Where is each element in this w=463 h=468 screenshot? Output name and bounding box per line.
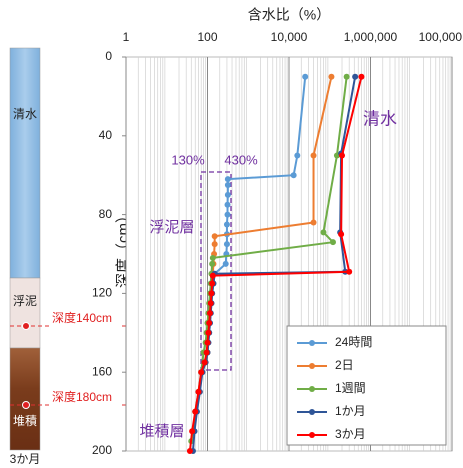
- data-point: [311, 219, 317, 225]
- legend-label: 3か月: [335, 427, 366, 441]
- data-point: [212, 241, 218, 247]
- data-point: [204, 350, 210, 356]
- data-point: [195, 389, 201, 395]
- legend-swatch: [309, 432, 315, 438]
- legend-label: 1週間: [335, 381, 366, 395]
- data-point: [311, 153, 317, 159]
- data-point: [225, 192, 231, 198]
- y-tick-label: 80: [99, 207, 113, 221]
- depth-marker: 深度140cm: [52, 310, 112, 325]
- annotation: 清水: [363, 109, 397, 128]
- data-point: [328, 74, 334, 80]
- data-point: [208, 300, 214, 306]
- data-point: [205, 330, 211, 336]
- legend-swatch: [309, 363, 315, 369]
- data-point: [210, 255, 216, 261]
- profile-label: 堆積: [13, 413, 37, 428]
- x-tick-label: 1,000,000: [344, 30, 398, 44]
- data-point: [202, 359, 208, 365]
- legend-swatch: [309, 340, 315, 346]
- data-point: [224, 241, 230, 247]
- data-point: [209, 261, 215, 267]
- data-point: [302, 74, 308, 80]
- data-point: [225, 176, 231, 182]
- data-point: [187, 448, 193, 454]
- data-point: [225, 212, 231, 218]
- y-tick-label: 0: [105, 49, 112, 63]
- data-point: [225, 202, 231, 208]
- y-tick-label: 120: [92, 286, 112, 300]
- data-point: [223, 261, 229, 267]
- data-point: [358, 74, 364, 80]
- legend-label: 1か月: [335, 404, 366, 418]
- annotation: 130%: [171, 152, 205, 167]
- data-point: [205, 340, 211, 346]
- data-point: [225, 182, 231, 188]
- profile-label: 清水: [13, 107, 37, 121]
- legend-swatch: [309, 409, 315, 415]
- data-point: [338, 231, 344, 237]
- data-point: [207, 310, 213, 316]
- data-point: [206, 320, 212, 326]
- legend-swatch: [309, 386, 315, 392]
- data-point: [210, 273, 216, 279]
- chart: 清水 浮泥 堆積 3か月 深度140cm 深度180cm 含水比（%） 深度（c…: [0, 0, 463, 468]
- data-point: [352, 74, 358, 80]
- x-tick-label: 10,000: [271, 30, 308, 44]
- data-point: [209, 281, 215, 287]
- data-point: [208, 290, 214, 296]
- data-point: [339, 153, 345, 159]
- data-point: [346, 269, 352, 275]
- data-point: [224, 221, 230, 227]
- y-tick-label: 160: [92, 364, 112, 378]
- x-tick-label: 100: [197, 30, 217, 44]
- legend-label: 2日: [335, 358, 354, 372]
- profile-label: 浮泥: [13, 294, 37, 308]
- data-point: [198, 369, 204, 375]
- data-point: [344, 74, 350, 80]
- data-point: [294, 153, 300, 159]
- x-tick-label: 1: [123, 30, 130, 44]
- annotation: 堆積層: [139, 423, 184, 440]
- annotation: 浮泥層: [149, 219, 194, 236]
- data-point: [212, 233, 218, 239]
- x-tick-label: 100,000,000: [419, 30, 463, 44]
- data-point: [192, 409, 198, 415]
- data-point: [189, 428, 195, 434]
- y-tick-label: 200: [92, 443, 112, 457]
- legend-label: 24時間: [335, 335, 372, 349]
- x-axis-title: 含水比（%）: [248, 7, 330, 23]
- y-tick-label: 40: [99, 128, 113, 142]
- data-point: [291, 172, 297, 178]
- data-point: [320, 229, 326, 235]
- annotation: 430%: [224, 152, 258, 167]
- data-point: [330, 239, 336, 245]
- profile-caption: 3か月: [10, 452, 41, 466]
- depth-marker: 深度180cm: [52, 389, 112, 404]
